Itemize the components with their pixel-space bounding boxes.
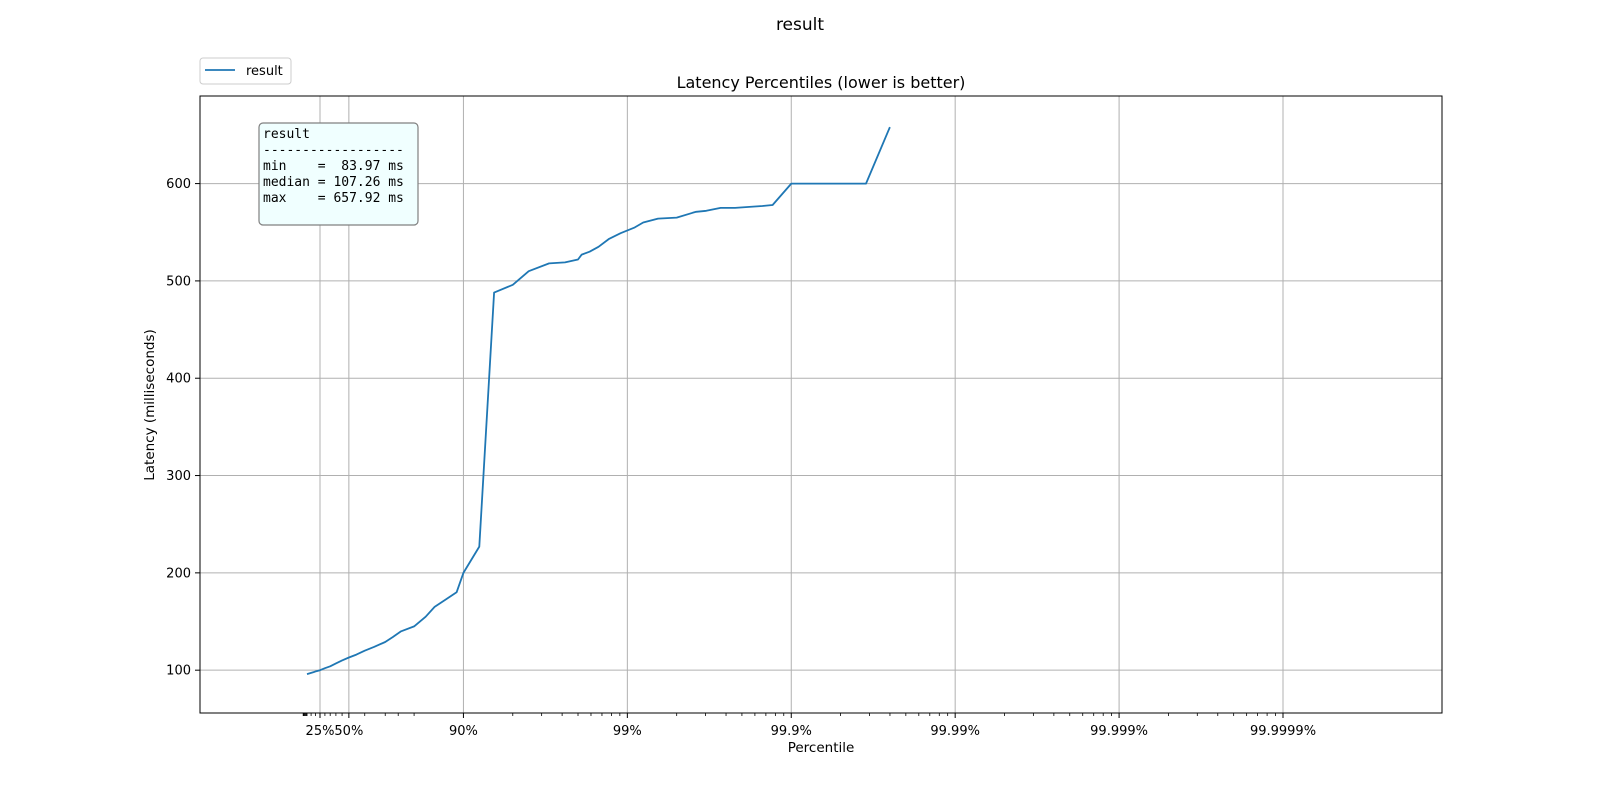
plot-frame <box>199 95 1443 714</box>
stats-line-median: median = 107.26 ms <box>263 175 404 190</box>
x-tick-label: 99.9% <box>771 724 812 739</box>
figure-suptitle: result <box>776 15 824 35</box>
stats-line-separator: ------------------ <box>263 143 404 158</box>
x-tick-label: 99.999% <box>1090 724 1148 739</box>
y-tick-label: 200 <box>166 566 191 581</box>
x-tick-label: 99.9999% <box>1250 724 1316 739</box>
y-axis-label: Latency (milliseconds) <box>142 329 158 481</box>
y-tick-label: 600 <box>166 177 191 192</box>
y-axis-ticks: 100 200 300 400 500 600 <box>166 177 200 679</box>
x-axis-ticks: 25% 50% 90% 99% 99.9% 99.99% 99.999% 99.9999% <box>306 713 1316 739</box>
chart-title: Latency Percentiles (lower is better) <box>677 73 966 92</box>
legend: result <box>199 57 292 85</box>
x-tick-label: 90% <box>449 724 478 739</box>
legend-box <box>199 57 292 85</box>
stats-line-max: max = 657.92 ms <box>263 191 404 206</box>
stats-box: result ------------------ min = 83.97 ms… <box>258 122 419 226</box>
legend-label-result: result <box>246 64 283 79</box>
stats-line-min: min = 83.97 ms <box>263 159 404 174</box>
x-tick-label: 99.99% <box>930 724 980 739</box>
stats-box-background <box>258 122 419 226</box>
y-tick-label: 100 <box>166 664 191 679</box>
y-tick-label: 500 <box>166 274 191 289</box>
series-line-result <box>306 126 891 675</box>
x-axis-label: Percentile <box>788 740 855 756</box>
x-tick-label: 50% <box>334 724 363 739</box>
stats-line-title: result <box>263 127 310 142</box>
x-tick-label: 99% <box>613 724 642 739</box>
x-tick-label: 25% <box>306 724 335 739</box>
y-tick-label: 400 <box>166 372 191 387</box>
y-tick-label: 300 <box>166 469 191 484</box>
